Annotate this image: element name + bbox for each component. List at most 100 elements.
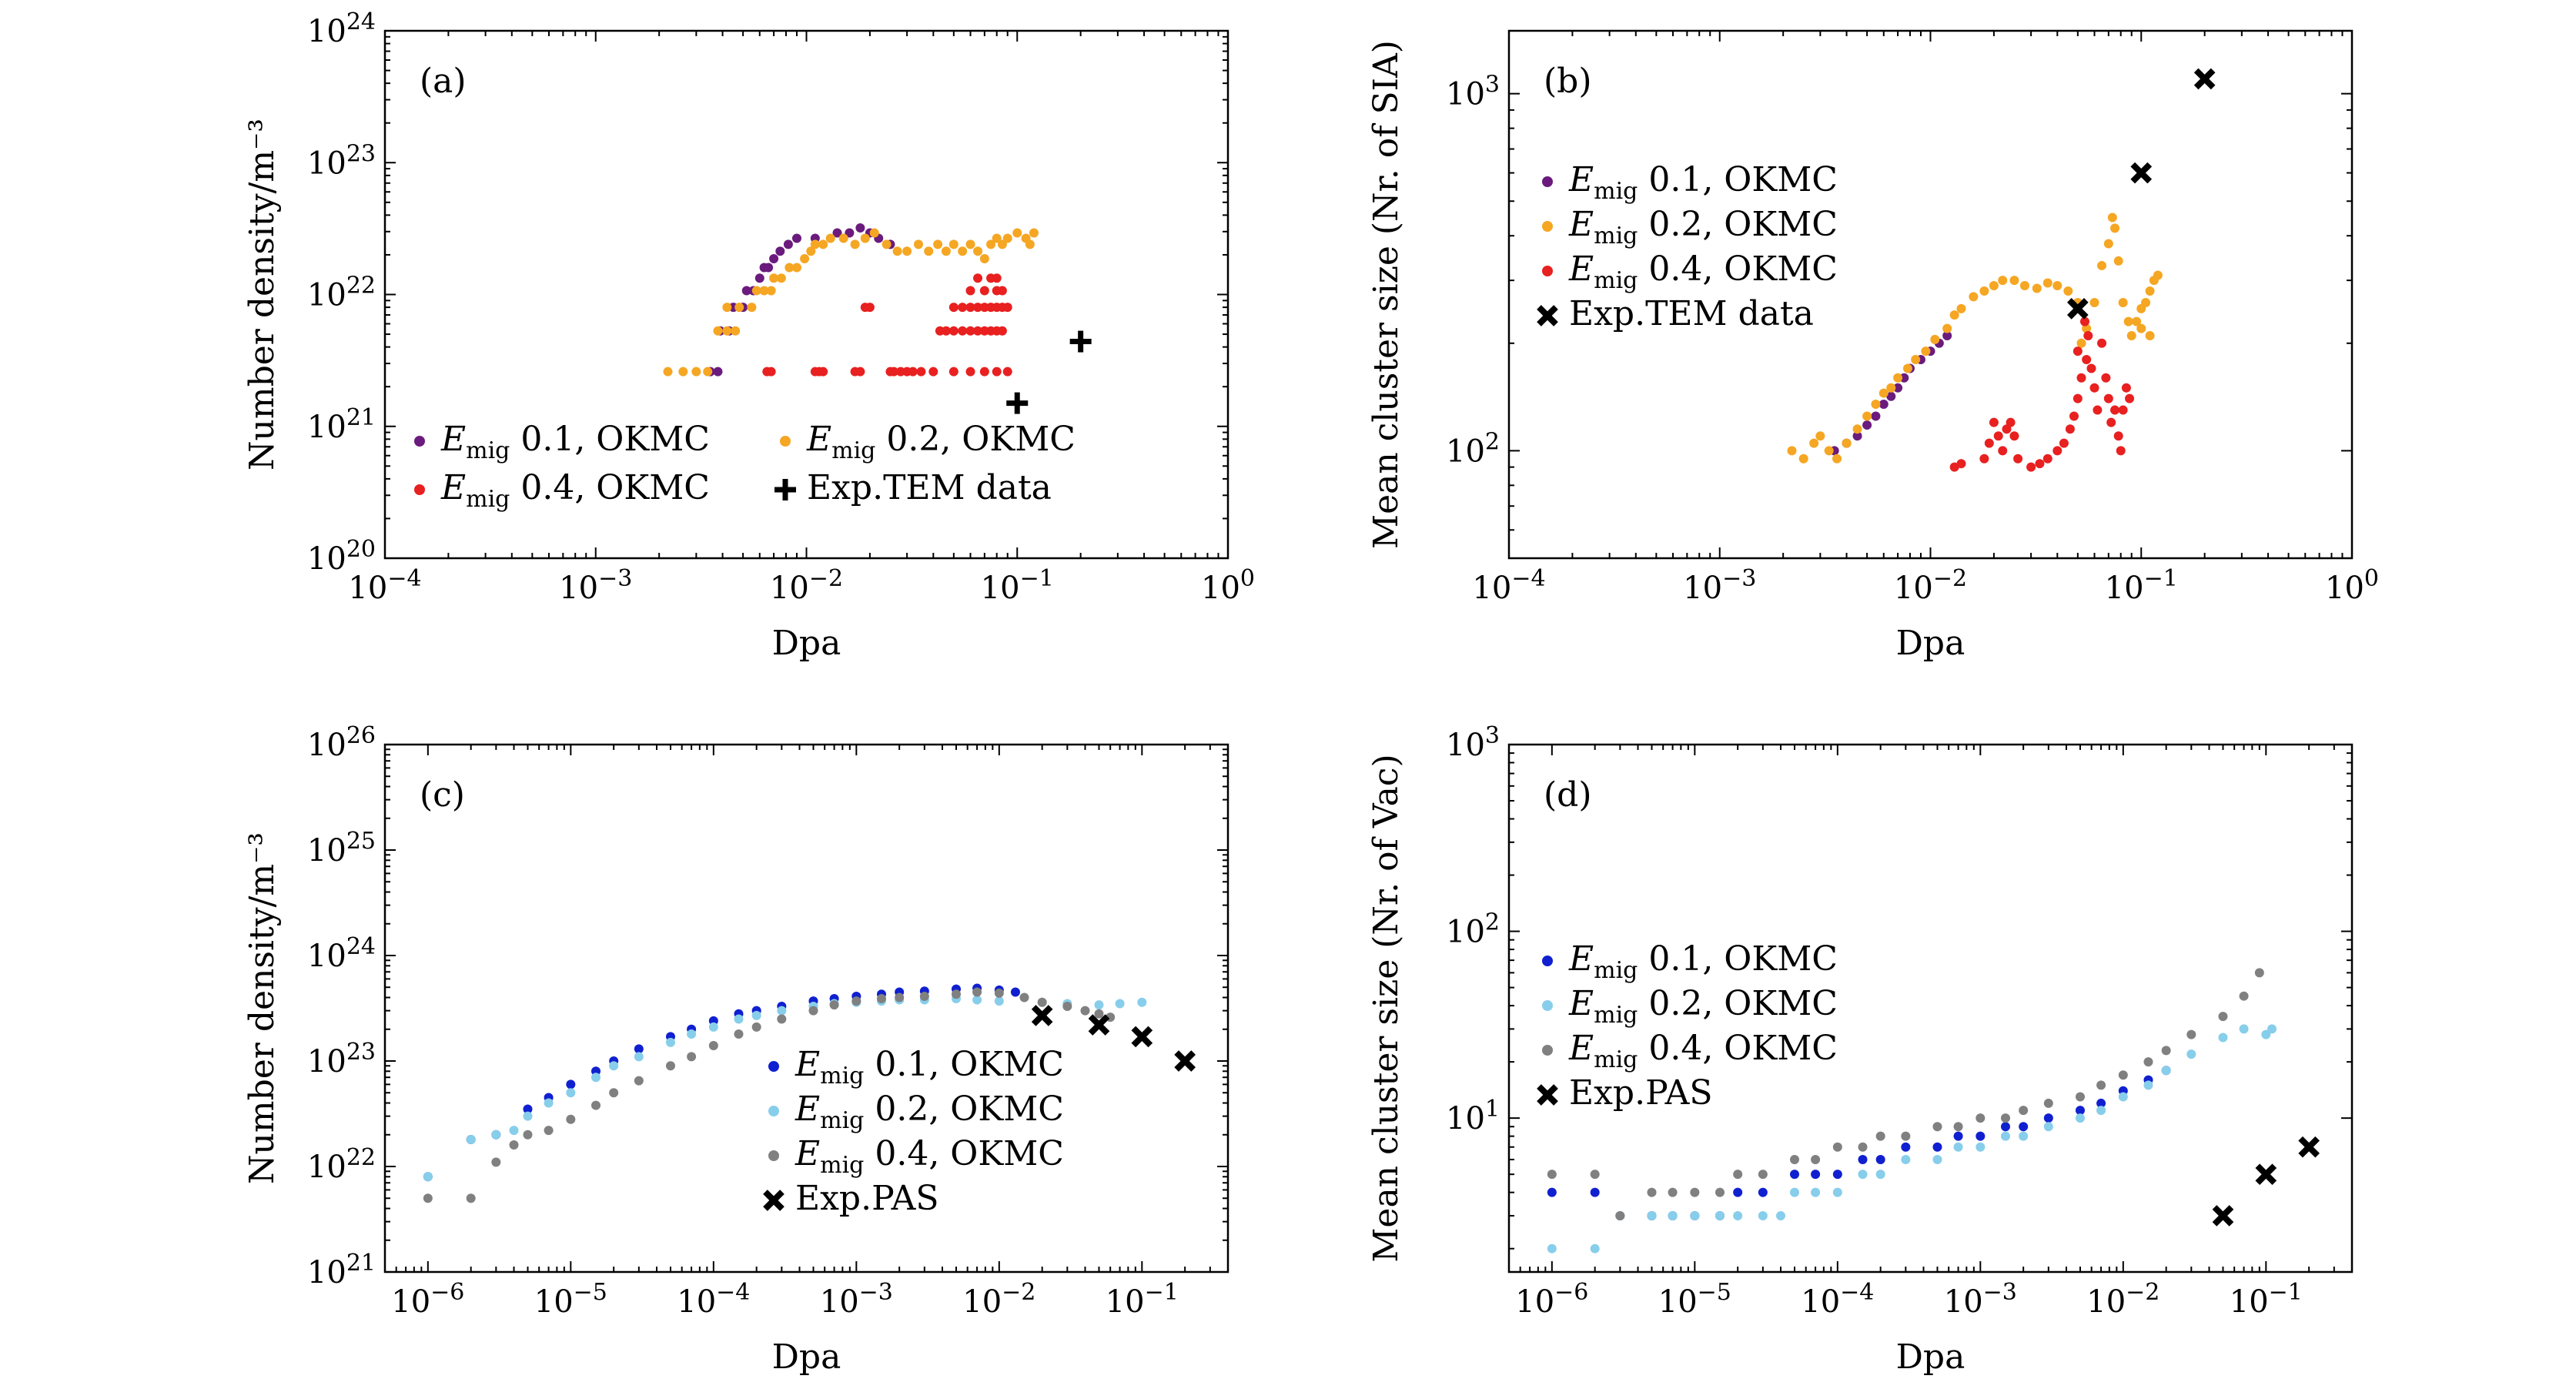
data-point bbox=[965, 286, 975, 296]
data-point bbox=[722, 303, 732, 313]
x-axis-label: Dpa bbox=[1896, 1337, 1965, 1377]
data-point bbox=[2089, 383, 2099, 393]
data-point bbox=[951, 989, 961, 999]
data-point bbox=[713, 326, 723, 336]
legend-entry-label: Emig 0.4, OKMC bbox=[795, 1134, 1064, 1179]
data-point bbox=[751, 1010, 761, 1020]
data-point bbox=[2000, 1113, 2010, 1123]
legend-entry-label: Emig 0.2, OKMC bbox=[1568, 205, 1838, 249]
data-point bbox=[734, 1029, 744, 1039]
data-point bbox=[1902, 363, 1912, 373]
data-point bbox=[1832, 1142, 1842, 1152]
data-point bbox=[1733, 1210, 1743, 1220]
legend-marker bbox=[414, 436, 425, 447]
data-point bbox=[986, 239, 996, 249]
data-point bbox=[1758, 1210, 1768, 1220]
data-point bbox=[965, 239, 975, 249]
y-tick-label: 102 bbox=[1446, 909, 1500, 950]
data-point bbox=[1037, 997, 1047, 1007]
data-point bbox=[916, 367, 926, 377]
data-point bbox=[2125, 393, 2135, 403]
data-point bbox=[509, 1140, 519, 1150]
data-point bbox=[1984, 438, 1994, 448]
data-point bbox=[2076, 373, 2086, 383]
data-point bbox=[1647, 1187, 1657, 1197]
data-point bbox=[855, 223, 865, 233]
data-point bbox=[1006, 392, 1029, 414]
data-point bbox=[948, 367, 958, 377]
data-point bbox=[2096, 1106, 2106, 1116]
data-point bbox=[1953, 1122, 1963, 1132]
data-point bbox=[777, 1014, 787, 1024]
data-point bbox=[948, 239, 958, 249]
data-point bbox=[2123, 316, 2133, 326]
legend-entry-label: Emig 0.1, OKMC bbox=[795, 1045, 1064, 1089]
series-2 bbox=[1949, 316, 2135, 472]
legend-marker bbox=[1542, 1000, 1553, 1011]
legend-marker bbox=[1542, 1045, 1553, 1056]
data-point bbox=[808, 1006, 818, 1016]
data-point bbox=[1975, 1131, 1986, 1141]
data-point bbox=[2239, 991, 2249, 1001]
data-point bbox=[2063, 286, 2073, 296]
data-point bbox=[566, 1114, 576, 1124]
data-point bbox=[591, 1100, 601, 1110]
data-point bbox=[769, 253, 779, 263]
data-point bbox=[634, 1076, 644, 1086]
y-tick-label: 1025 bbox=[307, 828, 376, 869]
data-point bbox=[2186, 1049, 2196, 1059]
data-point bbox=[2075, 1113, 2085, 1123]
data-point bbox=[919, 992, 929, 1002]
data-point bbox=[1733, 1187, 1743, 1197]
data-point bbox=[566, 1079, 576, 1089]
series-2 bbox=[423, 987, 1116, 1203]
data-point bbox=[591, 1073, 601, 1083]
data-point bbox=[566, 1088, 576, 1098]
data-point bbox=[1871, 399, 1881, 409]
data-point bbox=[869, 228, 879, 238]
data-point bbox=[958, 303, 968, 313]
y-axis-label: Number density/m⁻³ bbox=[243, 119, 282, 470]
data-point bbox=[1989, 280, 1999, 290]
data-point bbox=[2096, 1080, 2106, 1090]
data-point bbox=[1787, 446, 1797, 456]
data-point bbox=[992, 367, 1002, 377]
data-point bbox=[1789, 1187, 1799, 1197]
data-point bbox=[2026, 462, 2036, 472]
data-point bbox=[1956, 303, 1966, 313]
data-point bbox=[979, 253, 989, 263]
y-tick-label: 1023 bbox=[307, 140, 376, 181]
data-point bbox=[1875, 1154, 1885, 1164]
data-point bbox=[734, 303, 744, 313]
data-point bbox=[1878, 388, 1889, 398]
data-point bbox=[1993, 431, 2003, 441]
data-point bbox=[1025, 239, 1035, 249]
data-point bbox=[2218, 1012, 2228, 1022]
data-point bbox=[1953, 1142, 1963, 1152]
data-point bbox=[2096, 1098, 2106, 1108]
data-point bbox=[1131, 1026, 1153, 1048]
data-point bbox=[2145, 330, 2155, 340]
data-point bbox=[2043, 1122, 2053, 1132]
y-tick-label: 1021 bbox=[307, 1250, 376, 1290]
data-point bbox=[2000, 1122, 2010, 1132]
x-tick-label: 10−2 bbox=[2086, 1279, 2159, 1320]
data-point bbox=[2143, 1080, 2153, 1090]
data-point bbox=[895, 992, 905, 1002]
data-point bbox=[1975, 1113, 1986, 1123]
data-point bbox=[751, 286, 761, 296]
series-2 bbox=[762, 273, 1012, 377]
data-point bbox=[818, 239, 828, 249]
y-tick-label: 1021 bbox=[307, 404, 376, 445]
data-point bbox=[1137, 997, 1147, 1007]
data-point bbox=[1002, 367, 1012, 377]
data-point bbox=[2110, 405, 2120, 415]
data-point bbox=[2019, 280, 2029, 290]
data-point bbox=[791, 233, 801, 243]
y-tick-label: 102 bbox=[1446, 428, 1500, 469]
data-point bbox=[2103, 239, 2113, 249]
data-point bbox=[703, 367, 713, 377]
legend-marker bbox=[1537, 1084, 1558, 1106]
legend-marker bbox=[780, 436, 791, 447]
